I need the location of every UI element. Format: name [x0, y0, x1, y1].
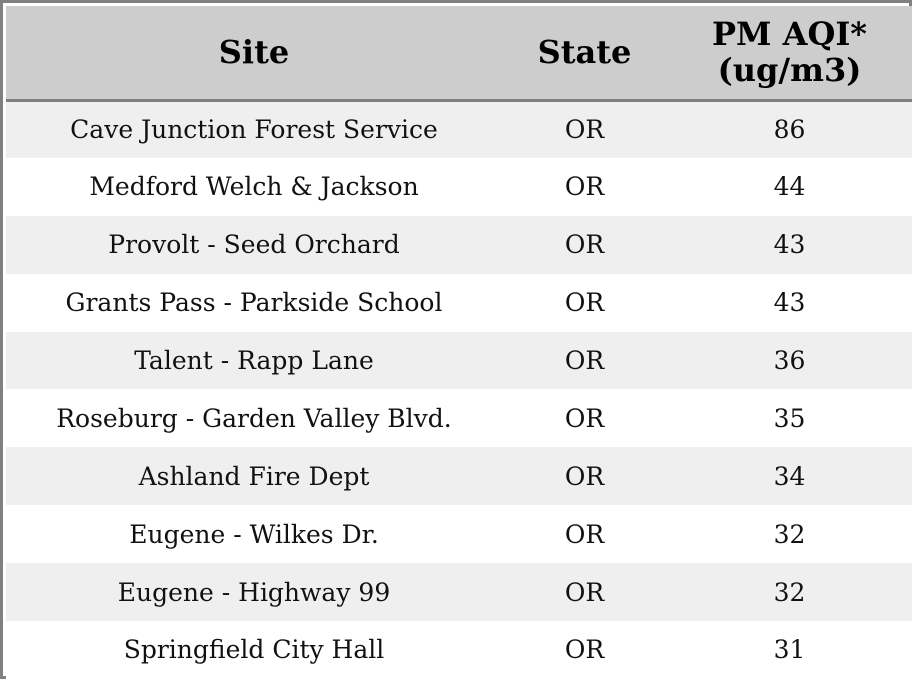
cell-state: OR [564, 577, 605, 607]
cell-state: OR [564, 403, 605, 433]
cell-state: OR [564, 346, 605, 375]
cell-site: Eugene - Wilkes Dr. [129, 519, 379, 549]
cell-state: OR [564, 461, 605, 491]
table-row: Talent - Rapp Lane OR 36 [6, 331, 912, 390]
header-state: State [502, 6, 667, 102]
table-row: Ashland Fire Dept OR 34 [6, 447, 912, 506]
cell-site: Eugene - Highway 99 [117, 577, 391, 607]
table-row: Springfield City Hall OR 31 [6, 621, 912, 679]
cell-state: OR [564, 288, 605, 318]
header-pm-aqi-label: PM AQI* [711, 15, 868, 54]
cell-site: Ashland Fire Dept [138, 461, 370, 491]
table-row: Medford Welch & Jackson OR 44 [6, 157, 912, 216]
table-row: Cave Junction Forest Service OR 86 [6, 100, 912, 158]
cell-aqi: 44 [773, 172, 806, 202]
table-row: Grants Pass - Parkside School OR 43 [6, 273, 912, 332]
cell-state: OR [564, 635, 605, 665]
cell-state: OR [564, 115, 605, 145]
header-site: Site [6, 6, 502, 102]
cell-aqi: 34 [773, 461, 806, 491]
cell-state: OR [564, 519, 605, 549]
cell-state: OR [564, 172, 605, 202]
header-pm-aqi-unit: (ug/m3) [717, 51, 862, 90]
cell-aqi: 36 [773, 346, 806, 375]
table-row: Eugene - Wilkes Dr. OR 32 [6, 505, 912, 564]
cell-aqi: 43 [773, 230, 806, 260]
aqi-table: Site State PM AQI* (ug/m3) Cave Junction… [6, 6, 912, 679]
cell-site: Medford Welch & Jackson [89, 172, 419, 202]
table-row: Provolt - Seed Orchard OR 43 [6, 215, 912, 274]
header-pm-aqi: PM AQI* (ug/m3) [667, 6, 912, 102]
cell-aqi: 86 [773, 115, 806, 145]
cell-state: OR [564, 230, 605, 260]
cell-site: Provolt - Seed Orchard [108, 230, 400, 260]
cell-site: Springfield City Hall [123, 635, 385, 665]
cell-aqi: 43 [773, 288, 806, 318]
cell-site: Roseburg - Garden Valley Blvd. [56, 403, 452, 433]
cell-site: Talent - Rapp Lane [134, 346, 374, 375]
table-row: Roseburg - Garden Valley Blvd. OR 35 [6, 389, 912, 448]
cell-site: Grants Pass - Parkside School [65, 288, 443, 318]
cell-aqi: 31 [773, 635, 806, 665]
header-row: Site State PM AQI* (ug/m3) [6, 6, 912, 102]
cell-aqi: 35 [773, 403, 806, 433]
cell-aqi: 32 [773, 519, 806, 549]
cell-aqi: 32 [773, 577, 806, 607]
cell-site: Cave Junction Forest Service [70, 115, 438, 145]
table-row: Eugene - Highway 99 OR 32 [6, 563, 912, 622]
